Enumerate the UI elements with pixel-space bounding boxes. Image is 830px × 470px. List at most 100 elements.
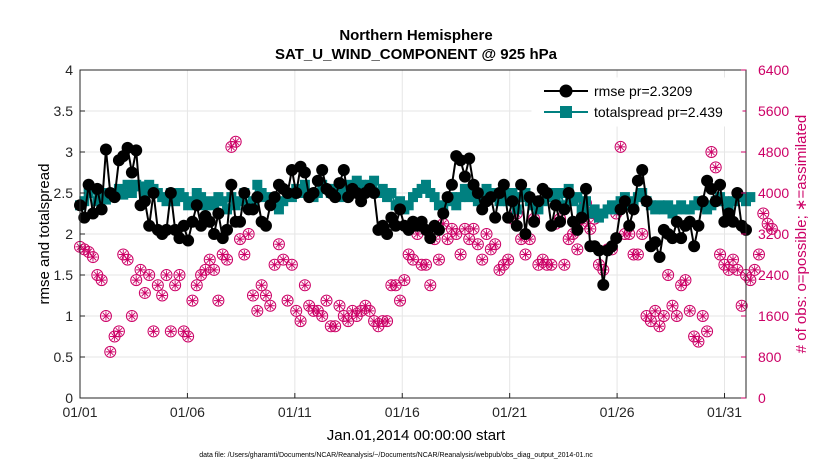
possible-obs-point <box>99 310 112 322</box>
legend-rmse-marker <box>559 84 573 98</box>
totalspread-point <box>403 200 414 211</box>
assimilated-obs-point <box>131 275 141 285</box>
assimilated-obs-point <box>503 255 513 265</box>
y-right-tick-label: 0 <box>758 390 766 406</box>
assimilated-obs-point <box>451 229 461 239</box>
possible-obs-point <box>636 228 649 240</box>
assimilated-obs-point <box>469 224 479 234</box>
assimilated-obs-point <box>732 265 742 275</box>
totalspread-point <box>386 188 397 198</box>
assimilated-obs-point <box>494 265 504 275</box>
assimilated-obs-point <box>313 306 323 316</box>
rmse-point <box>528 215 541 228</box>
chart-title: Northern Hemisphere <box>339 27 492 44</box>
possible-obs-point <box>272 238 285 251</box>
possible-obs-point <box>333 299 346 312</box>
possible-obs-point <box>190 279 203 292</box>
assimilated-obs-point <box>356 306 366 316</box>
legend-spread-label: totalspread pr=2.439 <box>594 104 723 120</box>
possible-obs-point <box>138 286 151 299</box>
assimilated-obs-point <box>97 275 107 285</box>
totalspread-point <box>576 204 587 215</box>
assimilated-obs-point <box>706 147 716 157</box>
possible-obs-point <box>281 294 294 307</box>
assimilated-obs-point <box>339 311 349 321</box>
possible-obs-point <box>125 310 138 322</box>
legend: rmse pr=2.3209 totalspread pr=2.439 <box>531 77 743 127</box>
rmse-point <box>125 166 138 179</box>
assimilated-obs-point <box>144 270 154 280</box>
assimilated-obs-point <box>663 270 673 280</box>
y-right-tick-label: 2400 <box>758 267 789 283</box>
y-left-tick-label: 1 <box>65 308 73 324</box>
rmse-point <box>463 152 476 165</box>
rmse-point <box>329 191 342 204</box>
possible-obs-point <box>268 258 281 271</box>
assimilated-obs-point <box>79 244 89 254</box>
assimilated-obs-point <box>252 306 262 316</box>
possible-obs-point <box>727 253 740 266</box>
assimilated-obs-point <box>170 280 180 290</box>
assimilated-obs-point <box>490 239 500 249</box>
possible-obs-point <box>186 294 199 307</box>
y-left-axis-label: rmse and totalspread <box>36 164 53 305</box>
totalspread-point <box>235 196 246 207</box>
totalspread-point <box>377 183 388 194</box>
assimilated-obs-point <box>140 288 150 298</box>
possible-obs-point <box>320 294 333 307</box>
y-right-tick-label: 3200 <box>758 226 789 242</box>
rmse-point <box>268 191 281 204</box>
assimilated-obs-point <box>585 224 595 234</box>
y-left-tick-label: 2 <box>65 226 73 242</box>
assimilated-obs-point <box>278 255 288 265</box>
rmse-point <box>225 178 238 191</box>
rmse-point <box>91 182 104 195</box>
totalspread-point <box>507 188 518 198</box>
assimilated-obs-point <box>391 280 401 290</box>
totalspread-point <box>222 204 233 215</box>
rmse-point <box>597 278 610 291</box>
y-left-tick-label: 4 <box>65 62 73 78</box>
assimilated-obs-point <box>300 280 310 290</box>
y-right-tick-label: 4800 <box>758 144 789 160</box>
rmse-point <box>394 203 407 216</box>
assimilated-obs-point <box>447 224 457 234</box>
totalspread-point <box>719 196 730 207</box>
assimilated-obs-point <box>572 244 582 254</box>
assimilated-obs-point <box>296 316 306 326</box>
y-right-axis-label: # of obs: o=possible; ∗=assimilated <box>793 115 810 354</box>
assimilated-obs-point <box>577 219 587 229</box>
y-right-tick-label: 5600 <box>758 103 789 119</box>
totalspread-point <box>429 192 440 203</box>
possible-obs-point <box>709 161 722 174</box>
rmse-point <box>554 215 567 228</box>
rmse-point <box>458 170 471 183</box>
possible-obs-point <box>394 294 407 307</box>
x-axis-ticks: 01/01 01/06 01/11 01/16 01/21 01/26 01/31 <box>62 393 742 420</box>
assimilated-obs-point <box>330 321 340 331</box>
assimilated-obs-point <box>395 296 405 306</box>
possible-obs-point <box>614 140 627 153</box>
possible-obs-point <box>151 279 164 292</box>
possible-obs-point <box>234 233 247 246</box>
rmse-point <box>290 187 303 199</box>
rmse-point <box>246 203 259 216</box>
possible-obs-point <box>571 243 584 256</box>
assimilated-obs-point <box>239 250 249 259</box>
assimilated-obs-point <box>213 296 223 306</box>
possible-obs-point <box>683 304 696 317</box>
totalspread-point <box>637 188 648 198</box>
assimilated-obs-point <box>659 311 669 321</box>
possible-obs-point <box>160 269 173 281</box>
rmse-point <box>675 232 688 245</box>
assimilated-obs-point <box>283 296 293 306</box>
assimilated-obs-point <box>291 306 301 316</box>
assimilated-obs-point <box>758 209 768 218</box>
assimilated-obs-point <box>676 280 686 290</box>
totalspread-point <box>589 204 600 215</box>
assimilated-obs-point <box>226 142 236 152</box>
assimilated-obs-point <box>114 326 124 336</box>
possible-obs-point <box>259 289 272 302</box>
rmse-point <box>108 191 121 204</box>
assimilated-obs-point <box>680 275 690 285</box>
